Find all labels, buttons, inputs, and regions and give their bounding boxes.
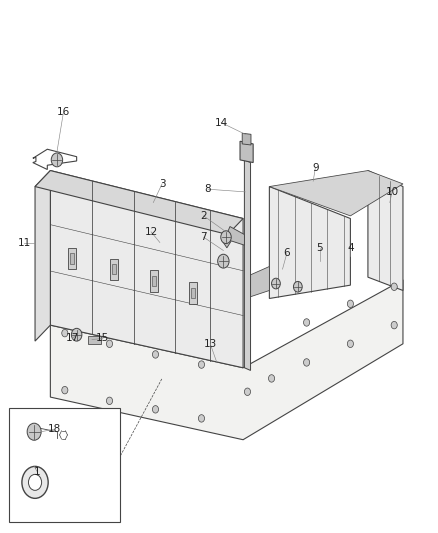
Circle shape (106, 340, 113, 348)
Circle shape (152, 351, 159, 358)
Circle shape (198, 415, 205, 422)
Polygon shape (223, 227, 244, 248)
Circle shape (221, 231, 231, 244)
Circle shape (71, 328, 82, 341)
Text: 9: 9 (312, 163, 319, 173)
Polygon shape (9, 408, 120, 522)
Circle shape (304, 359, 310, 366)
FancyBboxPatch shape (110, 259, 118, 280)
Circle shape (347, 340, 353, 348)
Text: 2: 2 (200, 211, 207, 221)
Polygon shape (35, 171, 50, 341)
Circle shape (391, 283, 397, 290)
Circle shape (62, 386, 68, 394)
Text: 8: 8 (205, 184, 212, 194)
Text: 14: 14 (215, 118, 228, 127)
Polygon shape (35, 171, 243, 235)
Text: 13: 13 (204, 339, 217, 349)
Text: 7: 7 (200, 232, 207, 242)
Circle shape (347, 300, 353, 308)
Polygon shape (242, 133, 251, 145)
Text: 1: 1 (34, 467, 41, 477)
Polygon shape (245, 266, 269, 298)
Polygon shape (269, 187, 350, 298)
Text: 16: 16 (57, 107, 70, 117)
FancyBboxPatch shape (68, 248, 76, 269)
Text: 11: 11 (18, 238, 31, 247)
Bar (70, 253, 74, 264)
Text: 6: 6 (283, 248, 290, 258)
Circle shape (198, 361, 205, 368)
Text: 12: 12 (145, 227, 158, 237)
Polygon shape (240, 141, 253, 163)
Circle shape (218, 254, 229, 268)
Circle shape (391, 321, 397, 329)
Circle shape (22, 466, 48, 498)
Circle shape (304, 319, 310, 326)
Polygon shape (50, 280, 403, 440)
Circle shape (293, 281, 302, 292)
Circle shape (51, 153, 63, 167)
Polygon shape (88, 336, 101, 344)
FancyBboxPatch shape (150, 270, 158, 292)
Circle shape (106, 397, 113, 405)
Text: 4: 4 (347, 243, 354, 253)
Text: 10: 10 (385, 187, 399, 197)
Circle shape (62, 329, 68, 337)
Polygon shape (368, 171, 403, 290)
Bar (191, 288, 194, 298)
FancyBboxPatch shape (189, 282, 197, 304)
Text: 18: 18 (48, 424, 61, 434)
Polygon shape (244, 160, 251, 370)
Circle shape (27, 423, 41, 440)
Circle shape (152, 406, 159, 413)
Text: 15: 15 (96, 334, 110, 343)
Circle shape (268, 375, 275, 382)
Text: 5: 5 (316, 243, 323, 253)
Polygon shape (269, 171, 403, 216)
Circle shape (244, 388, 251, 395)
Circle shape (272, 278, 280, 289)
Polygon shape (50, 171, 243, 368)
Bar (152, 276, 156, 286)
Bar (112, 264, 116, 274)
Text: 17: 17 (66, 334, 79, 343)
Circle shape (28, 474, 42, 490)
Text: 3: 3 (159, 179, 166, 189)
